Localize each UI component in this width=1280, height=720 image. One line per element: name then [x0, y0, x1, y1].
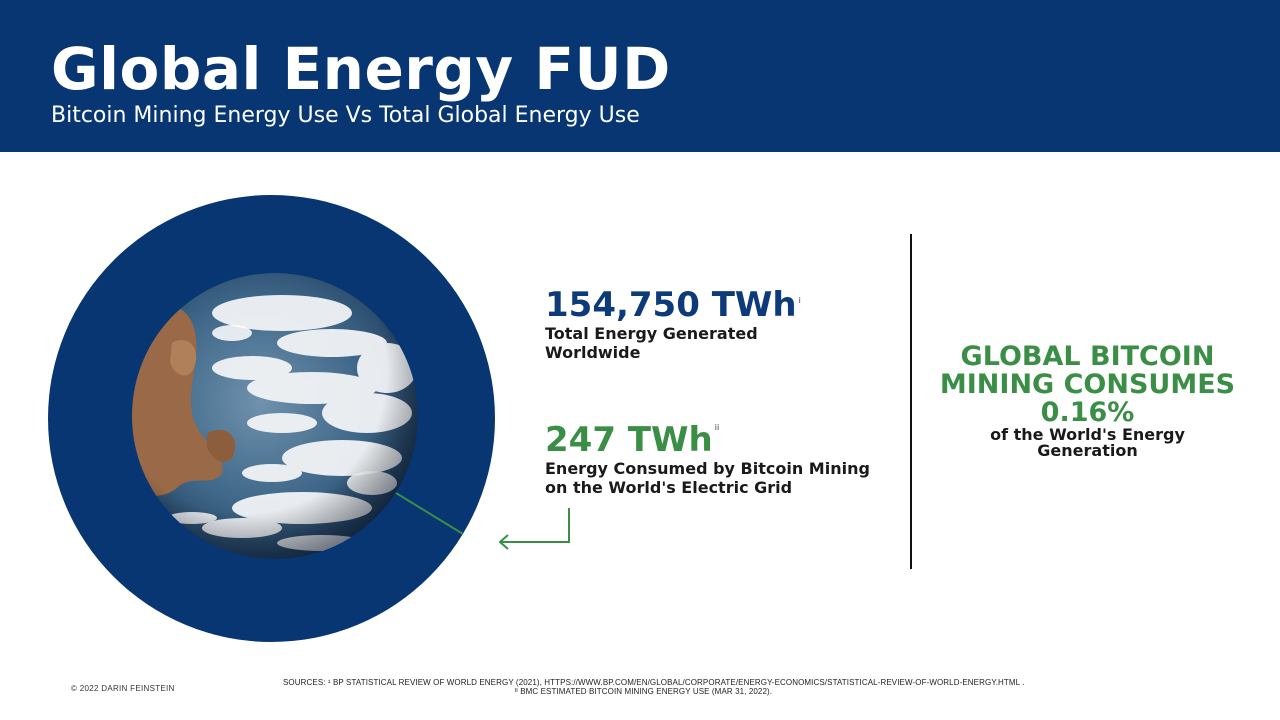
headline-sub: of the World's Energy Generation	[990, 425, 1185, 460]
source-note-ii: ii	[714, 423, 720, 432]
headline-percent: 0.16%	[1040, 397, 1135, 428]
total-energy-description: Total Energy Generated Worldwide	[545, 324, 758, 362]
earth-globe-icon	[132, 273, 418, 559]
headline-main: GLOBAL BITCOIN MINING CONSUMES	[939, 341, 1236, 400]
sources-footnote: SOURCES: ¹ BP STATISTICAL REVIEW OF WORL…	[283, 678, 1025, 696]
headline-block: GLOBAL BITCOIN MINING CONSUMES 0.16% of …	[930, 343, 1245, 459]
copyright: © 2022 DARIN FEINSTEIN	[71, 684, 175, 693]
source-note-i: i	[798, 296, 801, 305]
total-energy-stat: 154,750 TWh i Total Energy Generated Worl…	[545, 286, 801, 362]
bitcoin-energy-number: 247 TWh	[545, 420, 713, 460]
header-banner: Global Energy FUD Bitcoin Mining Energy …	[0, 0, 1280, 152]
source-line-2: ᴵᴵ BMC ESTIMATED BITCOIN MINING ENERGY U…	[515, 687, 773, 696]
page-subtitle: Bitcoin Mining Energy Use Vs Total Globa…	[51, 103, 640, 128]
total-energy-number: 154,750 TWh	[545, 285, 797, 325]
source-line-1: SOURCES: ¹ BP STATISTICAL REVIEW OF WORL…	[283, 678, 1025, 687]
total-energy-value: 154,750 TWh i	[545, 286, 801, 324]
left-arrow-icon	[498, 508, 570, 550]
page-title: Global Energy FUD	[51, 35, 671, 103]
bitcoin-energy-stat: 247 TWh ii Energy Consumed by Bitcoin Min…	[545, 421, 870, 497]
bitcoin-energy-value: 247 TWh ii	[545, 421, 870, 459]
bitcoin-energy-description: Energy Consumed by Bitcoin Mining on the…	[545, 459, 870, 497]
vertical-divider	[910, 234, 912, 569]
